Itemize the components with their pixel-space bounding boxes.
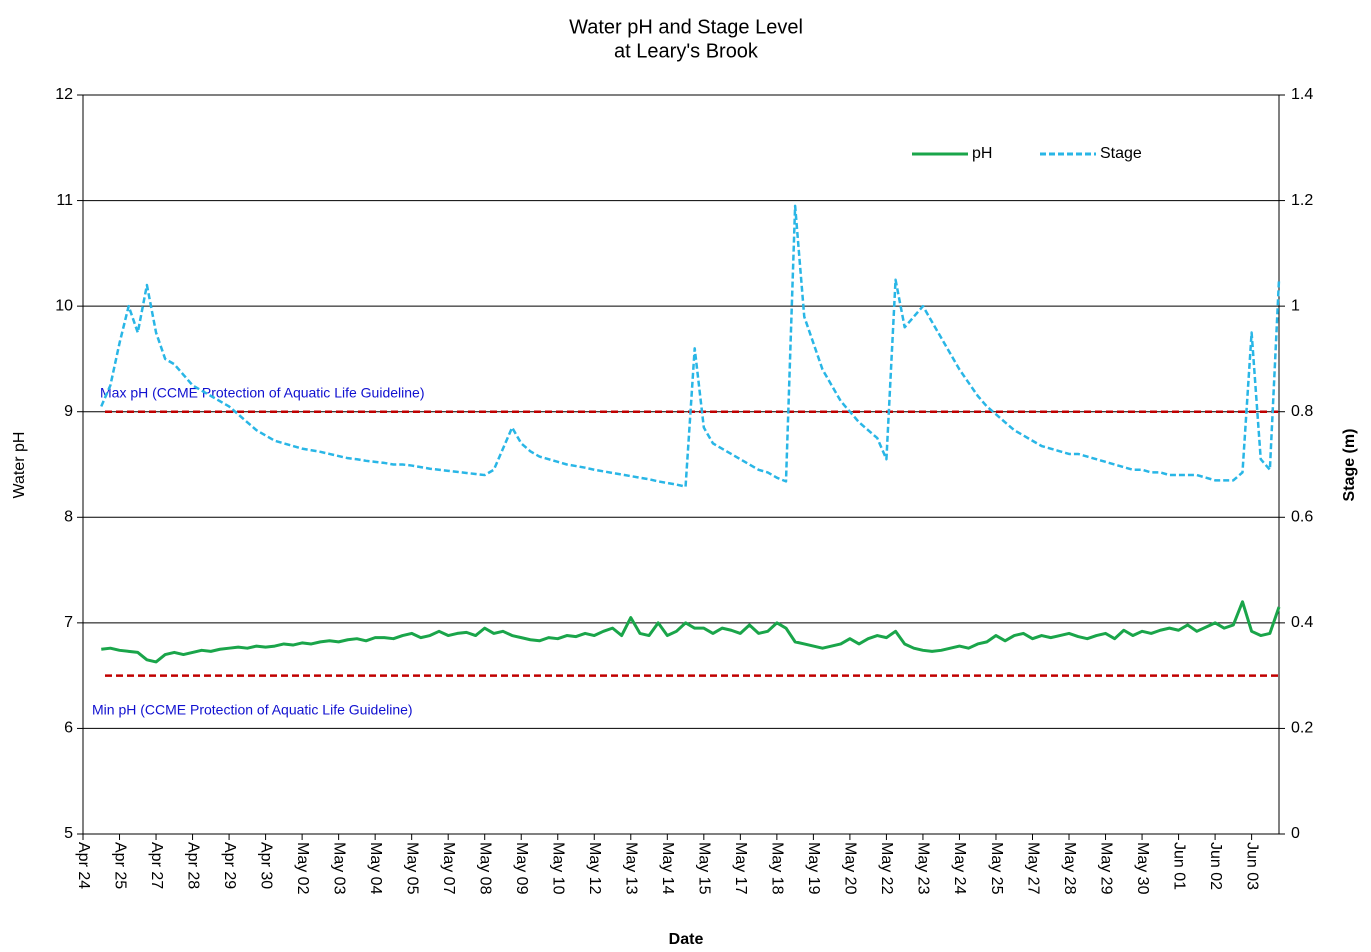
x-tick-label: May 02 bbox=[294, 842, 311, 895]
x-tick-label: May 23 bbox=[915, 842, 932, 895]
x-tick-label: May 17 bbox=[732, 842, 749, 895]
x-tick-label: May 05 bbox=[403, 842, 420, 895]
y2-tick-label: 1.2 bbox=[1291, 192, 1313, 209]
x-tick-label: Apr 30 bbox=[257, 842, 274, 889]
series-line bbox=[100, 204, 1281, 488]
y2-tick-label: 0.4 bbox=[1291, 614, 1313, 631]
reference-label: Max pH (CCME Protection of Aquatic Life … bbox=[100, 384, 424, 400]
x-tick-label: May 03 bbox=[330, 842, 347, 895]
x-tick-label: May 22 bbox=[878, 842, 895, 895]
y2-axis-label: Stage (m) bbox=[1341, 429, 1358, 502]
x-tick-label: May 27 bbox=[1024, 842, 1041, 895]
chart-subtitle: at Leary's Brook bbox=[614, 40, 759, 62]
x-tick-label: May 19 bbox=[805, 842, 822, 895]
y2-tick-label: 1 bbox=[1291, 297, 1300, 314]
x-tick-label: May 24 bbox=[951, 842, 968, 895]
x-tick-label: May 25 bbox=[988, 842, 1005, 895]
x-axis-label: Date bbox=[669, 931, 704, 948]
x-tick-label: Apr 25 bbox=[111, 842, 128, 889]
y2-tick-label: 1.4 bbox=[1291, 86, 1313, 103]
x-tick-label: May 18 bbox=[769, 842, 786, 895]
plot-frame bbox=[82, 94, 1280, 835]
x-tick-label: May 10 bbox=[550, 842, 567, 895]
x-tick-label: Jun 02 bbox=[1207, 842, 1224, 890]
x-tick-label: May 20 bbox=[842, 842, 859, 895]
x-tick-label: Apr 29 bbox=[221, 842, 238, 889]
x-tick-label: Apr 24 bbox=[75, 842, 92, 889]
x-tick-label: Apr 28 bbox=[184, 842, 201, 889]
x-tick-label: May 14 bbox=[659, 842, 676, 895]
x-tick-label: May 08 bbox=[476, 842, 493, 895]
y2-tick-label: 0.6 bbox=[1291, 509, 1313, 526]
y-tick-label: 11 bbox=[56, 192, 73, 209]
x-tick-label: May 12 bbox=[586, 842, 603, 895]
x-tick-label: May 13 bbox=[623, 842, 640, 895]
y-tick-label: 6 bbox=[64, 720, 73, 737]
y-tick-label: 5 bbox=[64, 825, 73, 842]
x-tick-label: May 09 bbox=[513, 842, 530, 895]
series-line bbox=[101, 600, 1281, 664]
x-tick-label: May 30 bbox=[1134, 842, 1151, 895]
y-tick-label: 10 bbox=[55, 297, 73, 314]
x-tick-label: May 04 bbox=[367, 842, 384, 895]
y-tick-label: 9 bbox=[64, 403, 73, 420]
y-tick-label: 12 bbox=[55, 86, 73, 103]
legend-label: Stage bbox=[1100, 145, 1142, 162]
y-tick-label: 8 bbox=[64, 509, 73, 526]
legend-label: pH bbox=[972, 145, 992, 162]
y2-tick-label: 0.8 bbox=[1291, 403, 1313, 420]
x-tick-label: May 15 bbox=[696, 842, 713, 895]
x-tick-label: Apr 27 bbox=[148, 842, 165, 889]
x-tick-label: Jun 03 bbox=[1243, 842, 1260, 890]
x-tick-label: Jun 01 bbox=[1170, 842, 1187, 890]
x-tick-label: May 07 bbox=[440, 842, 457, 895]
chart-title: Water pH and Stage Level bbox=[569, 16, 803, 38]
y-tick-label: 7 bbox=[64, 614, 73, 631]
y2-tick-label: 0 bbox=[1291, 825, 1300, 842]
y-axis-label: Water pH bbox=[11, 432, 28, 499]
y2-tick-label: 0.2 bbox=[1291, 720, 1313, 737]
x-tick-label: May 28 bbox=[1061, 842, 1078, 895]
x-tick-label: May 29 bbox=[1097, 842, 1114, 895]
reference-label: Min pH (CCME Protection of Aquatic Life … bbox=[92, 701, 413, 717]
